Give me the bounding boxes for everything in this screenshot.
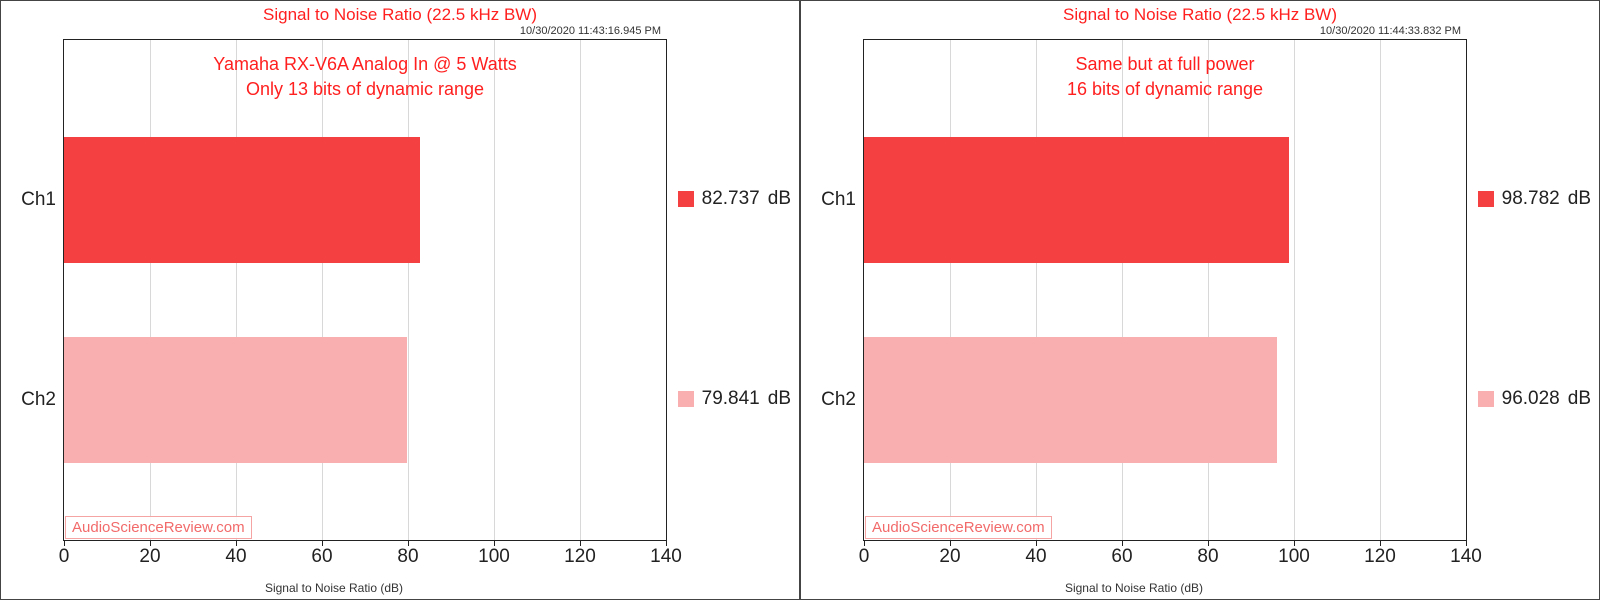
x-tick-label: 0 <box>859 546 870 568</box>
gridline <box>150 40 151 540</box>
bar-row-ch1 <box>64 137 420 263</box>
legend-swatch <box>1478 191 1494 207</box>
legend-value: 79.841 <box>702 388 760 410</box>
legend-value: 82.737 <box>702 188 760 210</box>
legend-item-ch2: 96.028 dB <box>1478 388 1591 410</box>
timestamp: 10/30/2020 11:43:16.945 PM <box>520 25 661 37</box>
plot-area: 020406080100120140Ch1Ch2Yamaha RX-V6A An… <box>63 39 667 541</box>
x-tick-label: 40 <box>225 546 246 568</box>
chart-title: Signal to Noise Ratio (22.5 kHz BW) <box>801 1 1599 25</box>
legend-item-ch1: 98.782 dB <box>1478 188 1591 210</box>
legend-item-ch1: 82.737 dB <box>678 188 791 210</box>
legend-value: 96.028 <box>1502 388 1560 410</box>
legend-item-ch2: 79.841 dB <box>678 388 791 410</box>
chart-panel-2: Signal to Noise Ratio (22.5 kHz BW)10/30… <box>800 0 1600 600</box>
watermark: AudioScienceReview.com <box>865 516 1052 539</box>
gridline <box>1294 40 1295 540</box>
chart-title: Signal to Noise Ratio (22.5 kHz BW) <box>1 1 799 25</box>
bar-ch1 <box>864 137 1289 263</box>
x-axis-title: Signal to Noise Ratio (dB) <box>801 581 1467 595</box>
x-tick-label: 80 <box>397 546 418 568</box>
x-tick-label: 100 <box>1278 546 1310 568</box>
x-tick-label: 60 <box>311 546 332 568</box>
legend-unit: dB <box>1568 188 1591 210</box>
y-label-ch1: Ch1 <box>812 189 856 211</box>
x-tick-label: 20 <box>939 546 960 568</box>
y-label-ch2: Ch2 <box>12 389 56 411</box>
y-label-ch2: Ch2 <box>812 389 856 411</box>
gridline <box>1036 40 1037 540</box>
y-label-ch1: Ch1 <box>12 189 56 211</box>
gridline <box>408 40 409 540</box>
annotation-line: Only 13 bits of dynamic range <box>64 77 666 102</box>
bar-row-ch2 <box>64 337 407 463</box>
x-tick-label: 40 <box>1025 546 1046 568</box>
x-tick-label: 140 <box>650 546 682 568</box>
bar-row-ch2 <box>864 337 1277 463</box>
x-tick-label: 60 <box>1111 546 1132 568</box>
annotation: Yamaha RX-V6A Analog In @ 5 WattsOnly 13… <box>64 52 666 102</box>
plot-area: 020406080100120140Ch1Ch2Same but at full… <box>863 39 1467 541</box>
gridline <box>1208 40 1209 540</box>
legend-value: 98.782 <box>1502 188 1560 210</box>
watermark: AudioScienceReview.com <box>65 516 252 539</box>
annotation: Same but at full power16 bits of dynamic… <box>864 52 1466 102</box>
x-tick-label: 120 <box>564 546 596 568</box>
bar-ch2 <box>864 337 1277 463</box>
bar-ch1 <box>64 137 420 263</box>
x-tick-label: 20 <box>139 546 160 568</box>
legend-unit: dB <box>1568 388 1591 410</box>
x-tick-label: 0 <box>59 546 70 568</box>
legend-swatch <box>678 391 694 407</box>
x-tick-label: 140 <box>1450 546 1482 568</box>
gridline <box>322 40 323 540</box>
gridline <box>1122 40 1123 540</box>
timestamp: 10/30/2020 11:44:33.832 PM <box>1320 25 1461 37</box>
x-tick-label: 120 <box>1364 546 1396 568</box>
bar-ch2 <box>64 337 407 463</box>
legend-swatch <box>1478 391 1494 407</box>
legend-unit: dB <box>768 388 791 410</box>
x-tick-label: 100 <box>478 546 510 568</box>
annotation-line: 16 bits of dynamic range <box>864 77 1466 102</box>
annotation-line: Same but at full power <box>864 52 1466 77</box>
bar-row-ch1 <box>864 137 1289 263</box>
gridline <box>1380 40 1381 540</box>
gridline <box>580 40 581 540</box>
x-tick-label: 80 <box>1197 546 1218 568</box>
annotation-line: Yamaha RX-V6A Analog In @ 5 Watts <box>64 52 666 77</box>
gridline <box>236 40 237 540</box>
gridline <box>950 40 951 540</box>
chart-panel-1: Signal to Noise Ratio (22.5 kHz BW)10/30… <box>0 0 800 600</box>
legend-swatch <box>678 191 694 207</box>
gridline <box>494 40 495 540</box>
legend-unit: dB <box>768 188 791 210</box>
charts-container: Signal to Noise Ratio (22.5 kHz BW)10/30… <box>0 0 1600 600</box>
x-axis-title: Signal to Noise Ratio (dB) <box>1 581 667 595</box>
